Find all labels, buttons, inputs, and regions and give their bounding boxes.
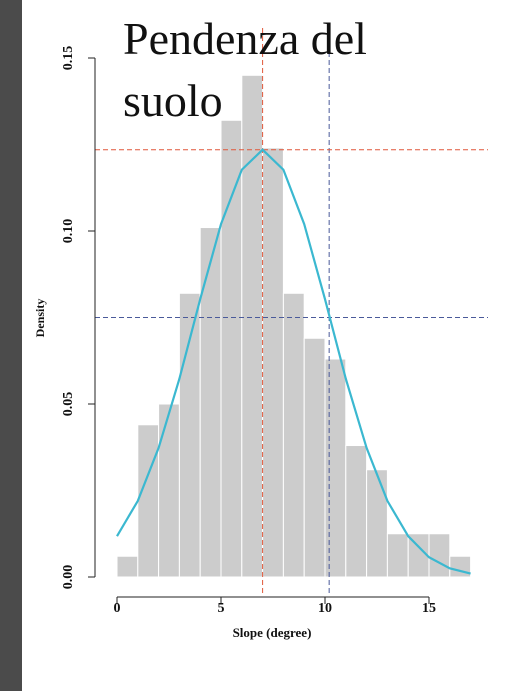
x-tick-label: 15	[422, 601, 436, 616]
x-axis-label: Slope (degree)	[233, 625, 312, 640]
bar	[367, 470, 388, 577]
bar	[159, 404, 180, 577]
bar	[221, 120, 242, 577]
y-tick-label: 0.05	[61, 392, 76, 417]
x-tick-label: 5	[218, 601, 225, 616]
bar	[138, 425, 159, 577]
y-axis-label: Density	[33, 299, 47, 338]
bar	[283, 293, 304, 577]
bar	[346, 446, 367, 577]
chart-title: Pendenza del suolo	[123, 8, 423, 132]
page: Density Slope (degree) 0.00 0.05 0.10 0.15 0…	[0, 0, 520, 691]
x-tick-label: 10	[318, 601, 332, 616]
bar	[200, 228, 221, 577]
y-tick-label: 0.00	[61, 565, 76, 590]
y-tick-label: 0.15	[61, 46, 76, 71]
bar	[242, 75, 263, 577]
y-tick-label: 0.10	[61, 219, 76, 244]
bar	[117, 556, 138, 577]
bar	[387, 534, 408, 577]
bar	[429, 534, 450, 577]
bar	[325, 359, 346, 577]
bar	[304, 338, 325, 577]
x-tick-label: 0	[114, 601, 121, 616]
bar	[263, 148, 284, 577]
